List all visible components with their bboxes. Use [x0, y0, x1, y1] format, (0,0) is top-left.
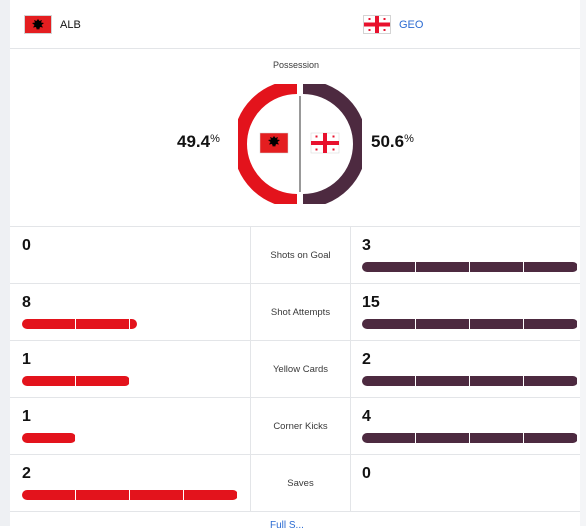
away-possession-arc [302, 84, 362, 204]
stat-label: Yellow Cards [272, 363, 329, 375]
home-stat-bar [22, 433, 76, 443]
home-bar-segment [76, 319, 129, 329]
home-bar-segment [22, 490, 75, 500]
home-team-abbr: ALB [60, 18, 81, 31]
away-stat-value: 3 [362, 237, 371, 254]
home-possession-value: 49.4 [177, 132, 211, 151]
home-bar-segment [22, 319, 75, 329]
home-bar-segment [76, 376, 129, 386]
away-bar-segment [362, 433, 415, 443]
home-stat-cell: 8 [10, 284, 250, 340]
stats-table: 0 Shots on Goal 3 8 Shot Attempts 15 1 Yellow C… [10, 226, 580, 512]
home-stat-value: 8 [22, 294, 31, 311]
home-stat-value: 2 [22, 465, 31, 482]
away-bar-segment [362, 262, 415, 272]
albania-flag-icon [259, 132, 289, 154]
away-stat-cell: 0 [350, 455, 580, 511]
home-stat-bar [22, 490, 238, 500]
away-stat-bar [362, 376, 578, 386]
home-bar-segment [130, 319, 137, 329]
away-bar-segment [362, 376, 415, 386]
away-stat-cell: 4 [350, 398, 580, 454]
away-bar-segment [416, 262, 469, 272]
away-stat-value: 0 [362, 465, 371, 482]
away-stat-bar [362, 433, 578, 443]
home-stat-cell: 0 [10, 227, 250, 283]
away-stat-value: 4 [362, 408, 371, 425]
home-bar-segment [22, 433, 75, 443]
away-bar-segment [416, 319, 469, 329]
home-stat-cell: 1 [10, 341, 250, 397]
home-stat-value: 0 [22, 237, 31, 254]
away-bar-segment [524, 319, 577, 329]
away-stat-bar [362, 319, 578, 329]
away-team[interactable]: GEO [363, 15, 423, 34]
away-bar-segment [524, 262, 577, 272]
away-stat-value: 2 [362, 351, 371, 368]
stat-row: 0 Shots on Goal 3 [10, 226, 580, 284]
away-bar-segment [524, 433, 577, 443]
away-team-abbr[interactable]: GEO [399, 18, 424, 31]
possession-title: Possession [273, 60, 320, 70]
stat-row: 8 Shot Attempts 15 [10, 284, 580, 341]
home-bar-segment [22, 376, 75, 386]
stat-label: Corner Kicks [273, 420, 328, 432]
away-possession-value: 50.6 [371, 132, 405, 151]
right-gutter [580, 0, 586, 526]
away-stat-cell: 2 [350, 341, 580, 397]
away-stat-cell: 3 [350, 227, 580, 283]
stat-label: Shots on Goal [270, 249, 331, 261]
home-stat-value: 1 [22, 351, 31, 368]
away-bar-segment [470, 376, 523, 386]
possession-donut [238, 84, 362, 204]
home-stat-bar [22, 319, 137, 329]
home-team: ALB [24, 15, 81, 34]
stat-label-cell: Corner Kicks [250, 398, 351, 454]
home-bar-segment [76, 490, 129, 500]
home-possession: 49.4% [177, 132, 220, 152]
georgia-flag-icon [310, 132, 340, 154]
away-stat-bar [362, 262, 578, 272]
stat-row: 1 Yellow Cards 2 [10, 341, 580, 398]
away-possession: 50.6% [371, 132, 414, 152]
teams-header: ALB GEO [10, 0, 580, 49]
away-bar-segment [362, 319, 415, 329]
stat-row: 2 Saves 0 [10, 455, 580, 512]
stat-label-cell: Yellow Cards [250, 341, 351, 397]
away-bar-segment [470, 262, 523, 272]
home-stat-value: 1 [22, 408, 31, 425]
stat-label-cell: Shot Attempts [250, 284, 351, 340]
home-stat-bar [22, 376, 130, 386]
away-bar-segment [470, 433, 523, 443]
stat-label-cell: Shots on Goal [250, 227, 351, 283]
away-bar-segment [524, 376, 577, 386]
stat-label: Shot Attempts [270, 306, 331, 318]
home-bar-segment [130, 490, 183, 500]
home-stat-cell: 2 [10, 455, 250, 511]
away-bar-segment [416, 433, 469, 443]
stat-row: 1 Corner Kicks 4 [10, 398, 580, 455]
albania-flag-icon [24, 15, 52, 34]
away-possession-percent-sign: % [404, 133, 414, 145]
stat-label: Saves [287, 477, 314, 489]
home-possession-percent-sign: % [210, 133, 220, 145]
away-stat-value: 15 [362, 294, 380, 311]
away-stat-cell: 15 [350, 284, 580, 340]
away-bar-segment [416, 376, 469, 386]
away-bar-segment [470, 319, 523, 329]
left-gutter [0, 0, 10, 526]
georgia-flag-icon [363, 15, 391, 34]
home-stat-cell: 1 [10, 398, 250, 454]
home-bar-segment [184, 490, 237, 500]
stat-label-cell: Saves [250, 455, 351, 511]
home-possession-arc [238, 84, 298, 204]
